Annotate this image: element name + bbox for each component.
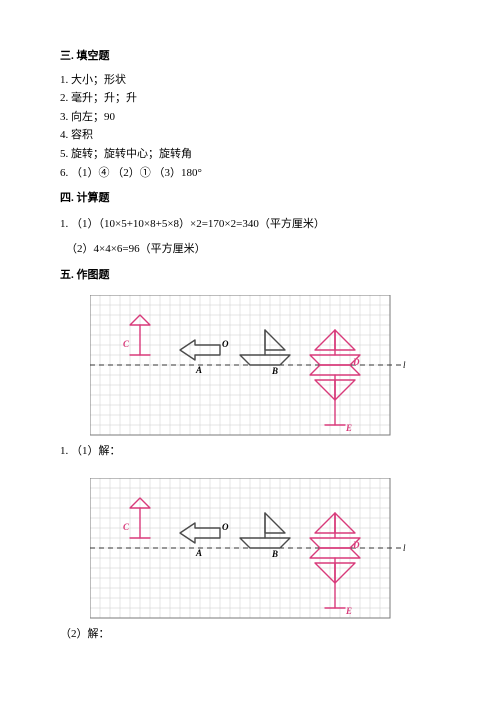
figure-2-label-row: （2）解：: [60, 626, 450, 644]
svg-text:C: C: [123, 339, 130, 349]
svg-text:D: D: [352, 357, 360, 367]
svg-text:O: O: [222, 522, 229, 532]
svg-text:O: O: [222, 339, 229, 349]
figure-1: l C A O B D E: [90, 295, 410, 439]
svg-text:l: l: [403, 360, 406, 370]
ans-3-3: 3. 向左；90: [60, 109, 450, 127]
section-3-title: 三. 填空题: [60, 48, 450, 66]
figure-2-label: （2）解：: [60, 626, 110, 644]
figure-2-wrap: l C A O B D E: [90, 478, 450, 622]
section-5-title: 五. 作图题: [60, 267, 450, 285]
svg-text:C: C: [123, 522, 130, 532]
ans-3-1: 1. 大小；形状: [60, 72, 450, 90]
calc-4-2: （2）4×4×6=96（平方厘米）: [60, 241, 450, 259]
svg-text:A: A: [195, 548, 202, 558]
figure-1-label-row: 1. （1）解：: [60, 443, 450, 461]
svg-text:E: E: [345, 423, 352, 433]
ans-3-4: 4. 容积: [60, 127, 450, 145]
svg-text:B: B: [271, 549, 278, 559]
calc-4-1: 1. （1）（10×5+10×8+5×8）×2=170×2=340（平方厘米）: [60, 216, 450, 234]
svg-text:l: l: [403, 543, 406, 553]
figure-2: l C A O B D E: [90, 478, 410, 622]
figure-1-wrap: l C A O B D E: [90, 295, 450, 439]
ans-3-5: 5. 旋转；旋转中心；旋转角: [60, 146, 450, 164]
ans-3-2: 2. 毫升；升；升: [60, 90, 450, 108]
svg-text:D: D: [352, 540, 360, 550]
svg-text:B: B: [271, 366, 278, 376]
ans-3-6: 6. （1）④ （2）① （3）180°: [60, 165, 450, 183]
figure-1-label: 1. （1）解：: [60, 443, 121, 461]
svg-text:E: E: [345, 606, 352, 616]
section-4-title: 四. 计算题: [60, 190, 450, 208]
svg-text:A: A: [195, 365, 202, 375]
